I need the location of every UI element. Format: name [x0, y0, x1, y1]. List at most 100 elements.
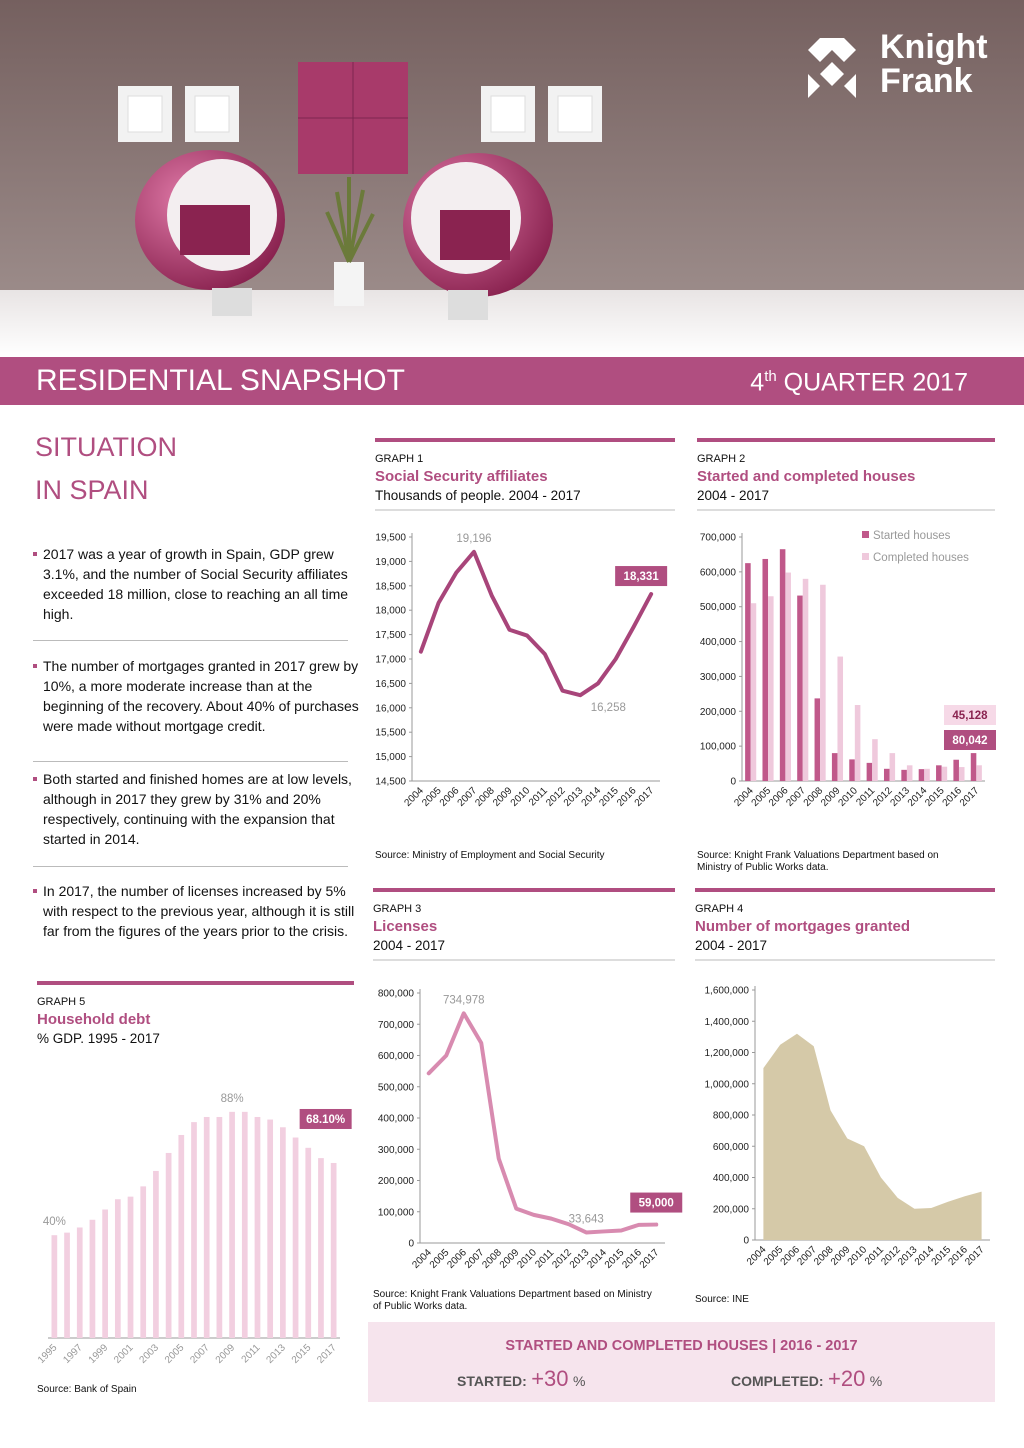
- bar: [872, 739, 878, 781]
- source: Source: Bank of Spain: [37, 1384, 137, 1395]
- x-tick-label: 2017: [315, 1342, 339, 1366]
- y-tick-label: 600,000: [700, 567, 737, 578]
- graph-label: GRAPH 5: [37, 996, 86, 1008]
- x-tick-label: 2016: [615, 785, 639, 809]
- bar: [254, 1116, 261, 1338]
- logo-word: Frank: [880, 62, 973, 100]
- graph-subtitle: Thousands of people. 2004 - 2017: [375, 488, 581, 503]
- quarter-suffix: th: [764, 368, 777, 385]
- x-tick-label: 1995: [36, 1342, 60, 1366]
- source: Source: Knight Frank Valuations Departme…: [373, 1289, 652, 1312]
- x-tick-label: 2013: [562, 785, 586, 809]
- bar: [953, 759, 959, 781]
- bar: [153, 1170, 159, 1338]
- quarter-number: 4: [750, 368, 765, 397]
- bar: [280, 1127, 286, 1338]
- y-tick-label: 1,000,000: [705, 1079, 750, 1090]
- bar: [241, 1111, 248, 1338]
- summary-label: STARTED:: [457, 1373, 527, 1389]
- section-heading: SITUATION: [35, 432, 178, 462]
- graph-title: Started and completed houses: [697, 468, 916, 485]
- y-tick-label: 18,000: [375, 606, 406, 617]
- y-tick-label: 1,200,000: [705, 1048, 750, 1059]
- report-title: RESIDENTIAL SNAPSHOT: [36, 364, 405, 397]
- x-tick-label: 2013: [264, 1342, 288, 1366]
- y-tick-label: 700,000: [700, 533, 737, 544]
- bar: [750, 603, 757, 781]
- graph-label: GRAPH 2: [697, 453, 746, 465]
- graph-subtitle: 2004 - 2017: [697, 488, 770, 503]
- x-tick-label: 1999: [87, 1342, 111, 1366]
- logo-word: Knight: [880, 28, 988, 66]
- bar: [924, 768, 930, 781]
- bar: [745, 563, 751, 781]
- x-tick-label: 2005: [420, 785, 444, 809]
- y-tick-label: 200,000: [700, 707, 737, 718]
- bar: [941, 766, 948, 781]
- y-tick-label: 800,000: [713, 1111, 750, 1122]
- graph-subtitle: 2004 - 2017: [695, 938, 768, 953]
- area: [763, 1033, 982, 1240]
- header-photo: [0, 0, 1024, 405]
- bar: [906, 765, 913, 781]
- bar: [779, 549, 786, 781]
- quarter-text: QUARTER 2017: [783, 368, 968, 397]
- bullet: Both started and finished homes are at l…: [33, 769, 361, 849]
- y-tick-label: 600,000: [713, 1142, 750, 1153]
- bar: [114, 1199, 121, 1338]
- y-tick-label: 600,000: [378, 1051, 415, 1062]
- value-label: 16,258: [591, 702, 626, 714]
- y-tick-label: 0: [730, 777, 736, 788]
- y-tick-label: 0: [743, 1236, 749, 1247]
- bar: [820, 584, 826, 781]
- bar: [918, 769, 925, 781]
- separator: [33, 640, 348, 641]
- value-label-box: [615, 566, 668, 587]
- y-tick-label: 17,500: [375, 630, 406, 641]
- legend-label: Started houses: [873, 530, 951, 542]
- y-tick-label: 100,000: [378, 1207, 415, 1218]
- y-tick-label: 1,400,000: [705, 1017, 750, 1028]
- y-tick-label: 800,000: [378, 989, 415, 1000]
- graph-title: Household debt: [37, 1011, 151, 1028]
- graph-label: GRAPH 1: [375, 453, 424, 465]
- bar: [936, 765, 942, 781]
- value-label: 19,196: [456, 533, 491, 545]
- summary-box: [368, 1322, 995, 1402]
- value-label-box: [299, 1108, 352, 1129]
- y-tick-label: 400,000: [378, 1114, 415, 1125]
- bullet: The number of mortgages granted in 2017 …: [33, 656, 361, 736]
- y-tick-label: 16,500: [375, 679, 406, 690]
- value-label-box: [944, 730, 996, 750]
- y-tick-label: 300,000: [700, 672, 737, 683]
- bar: [165, 1152, 172, 1338]
- x-tick-label: 2011: [240, 1342, 263, 1365]
- bar: [802, 578, 809, 781]
- bar: [216, 1116, 223, 1338]
- logo: Knight Frank: [880, 30, 988, 98]
- y-tick-label: 200,000: [378, 1176, 415, 1187]
- y-tick-label: 500,000: [700, 602, 737, 613]
- y-tick-label: 19,500: [375, 533, 406, 544]
- graph-title: Licenses: [373, 918, 438, 935]
- bar: [191, 1122, 197, 1338]
- graph-label: GRAPH 4: [695, 903, 744, 915]
- x-tick-label: 2017: [633, 785, 657, 809]
- bar: [64, 1232, 70, 1338]
- bar: [883, 768, 890, 781]
- bar: [102, 1209, 108, 1338]
- y-tick-label: 14,500: [375, 777, 406, 788]
- bullet: In 2017, the number of licenses increase…: [33, 881, 361, 941]
- summary-title: STARTED AND COMPLETED HOUSES | 2016 - 20…: [505, 1338, 858, 1354]
- graph-title: Social Security affiliates: [375, 468, 548, 485]
- x-tick-label: 2017: [963, 1244, 987, 1268]
- summary-item: STARTED: +30 %: [457, 1366, 585, 1392]
- y-tick-label: 17,000: [375, 655, 406, 666]
- value-label: 18,331: [624, 571, 660, 583]
- quarter: 4th QUARTER 2017: [750, 368, 968, 397]
- x-tick-label: 2009: [214, 1342, 238, 1366]
- bar: [831, 753, 838, 781]
- bar: [976, 765, 982, 781]
- bar: [76, 1227, 83, 1338]
